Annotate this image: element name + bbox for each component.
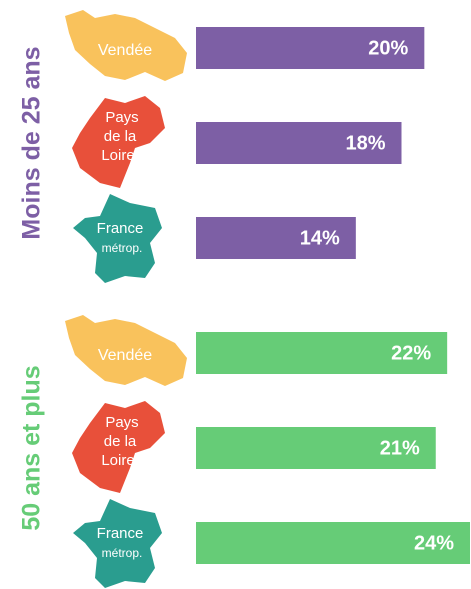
region-label: métrop. xyxy=(102,546,143,560)
bar xyxy=(196,122,402,164)
group-title: 50 ans et plus xyxy=(18,365,46,530)
region-label: de la xyxy=(104,433,137,450)
value-label: 14% xyxy=(300,227,340,249)
region-label: métrop. xyxy=(102,241,143,255)
region-label: de la xyxy=(104,128,137,145)
bar xyxy=(196,522,470,564)
region-label: Pays xyxy=(105,414,138,431)
region-map: Vendée xyxy=(65,10,187,81)
group-title: Moins de 25 ans xyxy=(18,46,46,239)
region-label: Pays xyxy=(105,109,138,126)
bar xyxy=(196,217,356,259)
region-label: France xyxy=(97,220,144,237)
value-label: 18% xyxy=(345,132,385,154)
region-map: Pays de la Loire xyxy=(72,401,165,493)
region-label: Vendée xyxy=(98,42,152,59)
region-map: Pays de la Loire xyxy=(72,96,165,188)
region-map: France métrop. xyxy=(73,194,162,283)
value-label: 21% xyxy=(380,437,420,459)
region-map: Vendée xyxy=(65,315,187,386)
region-label: France xyxy=(97,525,144,542)
value-label: 20% xyxy=(368,37,408,59)
bar xyxy=(196,427,436,469)
region-label: Loire xyxy=(101,452,134,469)
value-label: 22% xyxy=(391,342,431,364)
bar xyxy=(196,27,425,69)
region-label: Vendée xyxy=(98,347,152,364)
region-map: France métrop. xyxy=(73,499,162,588)
map-shape xyxy=(73,194,162,283)
region-label: Loire xyxy=(101,147,134,164)
value-label: 24% xyxy=(414,532,454,554)
map-shape xyxy=(73,499,162,588)
bar xyxy=(196,332,448,374)
